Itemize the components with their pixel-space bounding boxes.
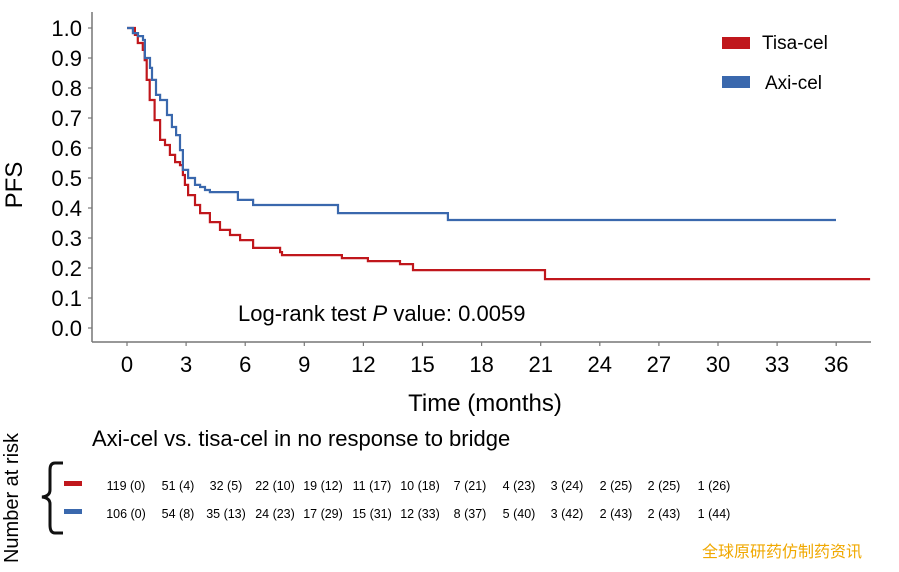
log-rank-annotation: Log-rank test P value: 0.0059 (238, 301, 525, 326)
risk-cell: 19 (12) (303, 479, 343, 493)
risk-cell: 119 (0) (107, 479, 146, 493)
risk-cell: 12 (33) (400, 507, 440, 521)
axes (91, 12, 871, 343)
risk-cell: 2 (25) (600, 479, 633, 493)
risk-cell: 11 (17) (353, 479, 392, 493)
y-tick-label: 0.7 (51, 106, 82, 131)
legend-swatch-axi-cel (722, 76, 750, 88)
y-tick-label: 1.0 (51, 16, 82, 41)
x-tick-label: 6 (239, 352, 251, 377)
risk-cell: 22 (10) (255, 479, 295, 493)
risk-table-brace (41, 461, 63, 535)
risk-cell: 5 (40) (503, 507, 536, 521)
x-tick-label: 24 (588, 352, 612, 377)
y-tick-label: 0.1 (51, 286, 82, 311)
legend-label-tisa-cel: Tisa-cel (762, 33, 828, 54)
x-tick-label: 9 (298, 352, 310, 377)
x-tick-label: 15 (410, 352, 434, 377)
y-tick-label: 0.8 (51, 76, 82, 101)
risk-cell: 3 (42) (551, 507, 584, 521)
x-tick-label: 3 (180, 352, 192, 377)
y-tick-label: 0.0 (51, 316, 82, 341)
risk-cell: 8 (37) (454, 507, 487, 521)
annotation-suffix: value: 0.0059 (387, 301, 525, 326)
risk-table-y-label: Number at risk (1, 432, 23, 563)
curve-tisa-cel (127, 26, 871, 281)
risk-row-swatch-tisa-cel (64, 481, 82, 486)
risk-cell: 17 (29) (303, 507, 343, 521)
y-tick-label: 0.9 (51, 46, 82, 71)
y-tick-label: 0.2 (51, 256, 82, 281)
watermark: 全球原研药仿制药资讯 (702, 543, 862, 561)
risk-cell: 54 (8) (162, 507, 195, 521)
risk-cell: 15 (31) (352, 507, 392, 521)
x-tick-label: 27 (647, 352, 671, 377)
risk-cell: 2 (25) (648, 479, 681, 493)
risk-cell: 7 (21) (454, 479, 487, 493)
y-axis-title: PFS (1, 162, 28, 209)
risk-cell: 2 (43) (600, 507, 633, 521)
x-tick-label: 33 (765, 352, 789, 377)
risk-cell: 51 (4) (162, 479, 195, 493)
x-ticks: 0 3 6 9 12 15 18 21 24 27 30 33 36 (121, 342, 848, 377)
y-ticks: 0.0 0.1 0.2 0.3 0.4 0.5 0.6 0.7 0.8 0.9 1.0 (51, 16, 92, 341)
risk-cell: 1 (44) (698, 507, 731, 521)
legend-swatch-tisa-cel (722, 37, 750, 49)
legend: Tisa-cel Axi-cel (722, 33, 828, 94)
risk-cell: 35 (13) (206, 507, 246, 521)
x-tick-label: 21 (528, 352, 552, 377)
risk-row-swatch-axi-cel (64, 509, 82, 514)
risk-cell: 32 (5) (210, 479, 243, 493)
annotation-p: P (373, 301, 388, 326)
survival-curves (127, 26, 871, 281)
risk-cell: 24 (23) (255, 507, 295, 521)
x-tick-label: 30 (706, 352, 730, 377)
risk-cell: 4 (23) (503, 479, 536, 493)
risk-table-rows: 119 (0) 51 (4) 32 (5) 22 (10) 19 (12) 11 (17)… (64, 479, 730, 521)
y-tick-label: 0.6 (51, 136, 82, 161)
curve-axi-cel (127, 26, 836, 222)
y-tick-label: 0.5 (51, 166, 82, 191)
x-tick-label: 36 (824, 352, 848, 377)
legend-label-axi-cel: Axi-cel (765, 73, 822, 94)
x-tick-label: 0 (121, 352, 133, 377)
y-tick-label: 0.3 (51, 226, 82, 251)
risk-cell: 106 (0) (106, 507, 146, 521)
risk-table-title: Axi-cel vs. tisa-cel in no response to b… (92, 426, 510, 451)
risk-cell: 10 (18) (400, 479, 440, 493)
risk-cell: 1 (26) (698, 479, 731, 493)
x-axis-title: Time (months) (408, 390, 562, 417)
annotation-prefix: Log-rank test (238, 301, 373, 326)
x-tick-label: 12 (351, 352, 375, 377)
risk-cell: 3 (24) (551, 479, 584, 493)
y-tick-label: 0.4 (51, 196, 82, 221)
x-tick-label: 18 (469, 352, 493, 377)
risk-cell: 2 (43) (648, 507, 681, 521)
